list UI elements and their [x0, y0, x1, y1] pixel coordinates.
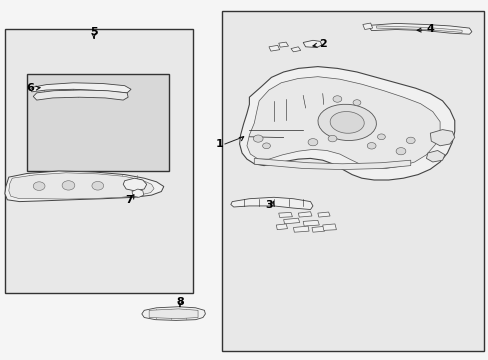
Circle shape — [395, 148, 405, 155]
Text: 1: 1 — [215, 139, 223, 149]
Polygon shape — [429, 130, 454, 146]
Polygon shape — [290, 47, 300, 52]
Polygon shape — [278, 212, 292, 217]
Polygon shape — [362, 23, 372, 30]
Polygon shape — [132, 189, 143, 197]
Circle shape — [327, 135, 336, 142]
Ellipse shape — [329, 112, 364, 133]
Polygon shape — [426, 150, 444, 162]
Circle shape — [307, 139, 317, 146]
Circle shape — [366, 143, 375, 149]
Polygon shape — [123, 178, 146, 191]
Polygon shape — [149, 309, 198, 319]
Polygon shape — [230, 197, 312, 210]
Polygon shape — [239, 67, 454, 180]
Circle shape — [262, 143, 270, 149]
Polygon shape — [254, 158, 410, 170]
Polygon shape — [33, 90, 128, 100]
Text: 8: 8 — [176, 297, 183, 307]
Text: 2: 2 — [318, 39, 326, 49]
Polygon shape — [5, 171, 163, 202]
Text: 4: 4 — [426, 24, 433, 34]
Bar — [27, 74, 168, 171]
Polygon shape — [298, 212, 311, 217]
Circle shape — [62, 181, 75, 190]
Bar — [5, 29, 193, 293]
Polygon shape — [311, 226, 324, 232]
Polygon shape — [9, 173, 154, 199]
Circle shape — [92, 181, 103, 190]
Circle shape — [332, 96, 341, 102]
Polygon shape — [293, 226, 308, 232]
Text: 7: 7 — [125, 195, 133, 205]
Text: 3: 3 — [264, 200, 272, 210]
Bar — [222, 11, 483, 351]
Ellipse shape — [317, 104, 376, 140]
Circle shape — [253, 135, 263, 142]
Polygon shape — [276, 224, 287, 230]
Circle shape — [33, 182, 45, 190]
Text: 5: 5 — [90, 27, 98, 37]
Polygon shape — [303, 40, 321, 48]
Circle shape — [352, 100, 360, 105]
Polygon shape — [142, 307, 205, 320]
Polygon shape — [278, 42, 288, 47]
Polygon shape — [246, 77, 439, 168]
Text: 6: 6 — [26, 83, 34, 93]
Polygon shape — [30, 83, 131, 93]
Polygon shape — [283, 218, 299, 224]
Polygon shape — [369, 23, 471, 34]
Polygon shape — [303, 220, 319, 226]
Polygon shape — [317, 212, 329, 217]
Circle shape — [406, 137, 414, 144]
Circle shape — [377, 134, 385, 140]
Polygon shape — [376, 26, 461, 32]
Polygon shape — [268, 45, 279, 51]
Polygon shape — [322, 224, 336, 230]
